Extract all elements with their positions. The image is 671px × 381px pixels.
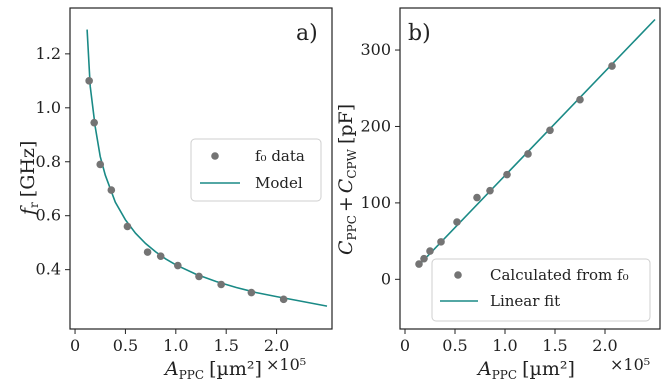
panel-b-frame: [399, 7, 661, 330]
panel-b-xtick-label: 1.5: [542, 336, 567, 355]
panel-b-data-point: [524, 150, 532, 158]
panel-b-data-point: [415, 260, 423, 268]
panel-b-ticks: 0 0.5 1.0 1.5 2.0 0 100 200 300: [360, 40, 617, 355]
legend-label-calculated: Calculated from f₀: [490, 266, 629, 284]
panel-b: 0 0.5 1.0 1.5 2.0 0 100 200 300 b) APPC [µm²] ×10…: [335, 7, 661, 381]
panel-a-frame: [69, 7, 333, 330]
legend-label-model: Model: [255, 174, 303, 192]
panel-a-data-point: [156, 252, 165, 260]
panel-a-xtick-label: 1.5: [213, 336, 238, 355]
panel-b-data-point: [420, 254, 428, 263]
panel-b-label: b): [408, 21, 431, 46]
panel-b-data-point: [426, 247, 434, 255]
panel-a-ytick-label: 1.2: [36, 44, 61, 63]
panel-a-data-point: [96, 160, 105, 169]
panel-b-legend-box: [431, 258, 651, 322]
panel-a-xtick-label: 1.0: [163, 336, 188, 355]
panel-a-marks: [85, 29, 328, 307]
panel-a-data-point: [123, 222, 132, 231]
panel-a-data-point: [195, 272, 203, 281]
panel-a-xtick-label: 0: [70, 336, 80, 355]
panel-b-xtick-label: 0.5: [442, 336, 467, 355]
panel-a-label: a): [296, 21, 318, 46]
panel-a-data-point: [85, 77, 93, 85]
panel-b-xtick-label: 0: [400, 336, 410, 355]
panel-a-data-point: [217, 280, 225, 289]
legend-label-linear-fit: Linear fit: [490, 292, 560, 310]
panel-b-xtick-label: 1.0: [492, 336, 517, 355]
panel-a-data-point: [174, 261, 182, 270]
panel-b-xtick-label: 2.0: [592, 336, 617, 355]
panel-a-ticks: 0 0.5 1.0 1.5 2.0 0.4 0.6 0.8 1.0 1.2: [36, 44, 290, 355]
panel-a-data-point: [279, 295, 288, 304]
panel-b-x-multiplier: ×10⁵: [610, 355, 650, 374]
panel-a-data-point: [90, 118, 98, 127]
panel-b-marks: [415, 18, 656, 268]
legend-marker-calculated: [454, 271, 462, 279]
panel-b-ytick-label: 100: [360, 193, 391, 212]
panel-a: 0 0.5 1.0 1.5 2.0 0.4 0.6 0.8 1.0 1.2 a) APPC [µm²…: [17, 7, 333, 381]
panel-a-legend: f₀ data Model: [190, 138, 322, 202]
panel-a-xlabel: APPC [µm²]: [163, 358, 262, 381]
legend-label-f0-data: f₀ data: [255, 147, 305, 165]
panel-a-data-point: [107, 186, 116, 194]
panel-b-data-point: [503, 170, 511, 179]
panel-b-data-point: [486, 186, 494, 195]
panel-b-data-point: [608, 62, 616, 70]
panel-a-ytick-label: 0.8: [36, 152, 61, 171]
panel-b-data-point: [453, 218, 461, 226]
panel-a-data-point: [143, 248, 152, 256]
panel-a-legend-box: [190, 138, 322, 202]
panel-a-ytick-label: 0.6: [36, 206, 61, 225]
panel-a-ytick-label: 0.4: [36, 260, 61, 279]
panel-b-ylabel: CPPC+CCPW[pF]: [335, 104, 359, 255]
panel-b-fit-line: [416, 18, 656, 268]
panel-a-ytick-label: 1.0: [36, 98, 61, 117]
panel-a-ylabel: fr[GHz]: [17, 141, 41, 217]
panel-a-xtick-label: 0.5: [113, 336, 138, 355]
panel-b-legend: Calculated from f₀ Linear fit: [431, 258, 651, 322]
legend-marker-f0-data: [211, 152, 219, 160]
panel-b-data-point: [576, 95, 584, 104]
panel-b-xlabel: APPC [µm²]: [476, 358, 575, 381]
panel-b-data-point: [473, 193, 481, 202]
panel-b-ytick-label: 0: [381, 269, 391, 288]
panel-b-ytick-label: 300: [360, 40, 391, 59]
panel-a-x-multiplier: ×10⁵: [266, 355, 306, 374]
panel-b-ytick-label: 200: [360, 116, 391, 135]
panel-b-data-point: [546, 126, 554, 135]
panel-a-fit-line: [86, 29, 328, 307]
panel-b-data-point: [437, 238, 445, 246]
panel-a-xtick-label: 2.0: [264, 336, 289, 355]
panel-a-data-point: [247, 288, 256, 297]
